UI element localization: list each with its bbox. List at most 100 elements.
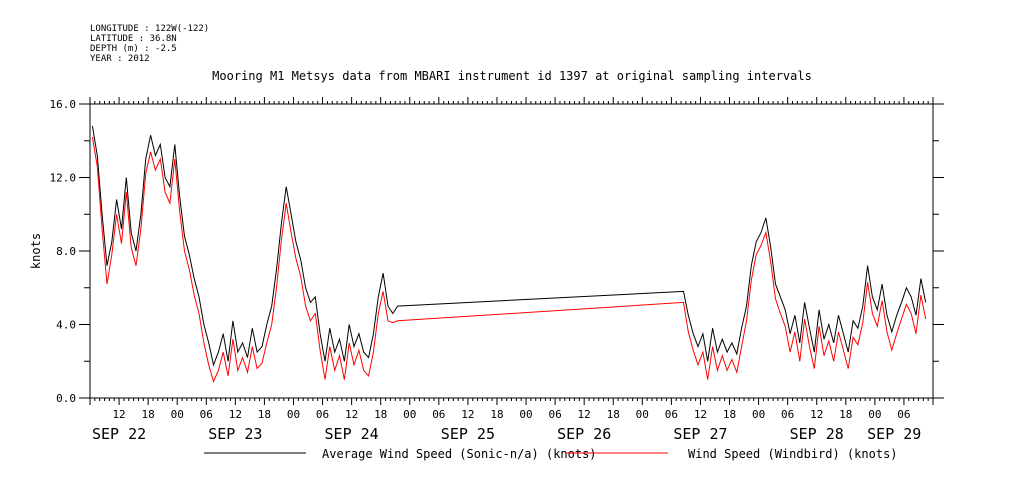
data-point [871,312,873,314]
data-point [106,283,108,285]
data-point [338,355,340,357]
data-point [348,342,350,344]
x-tick-label: 12 [694,408,707,421]
data-point [682,301,684,303]
x-tick-label: 12 [112,408,125,421]
x-tick-label: 06 [316,408,329,421]
data-point [154,169,156,171]
data-point [270,323,272,325]
data-point [721,355,723,357]
data-point [891,331,893,333]
x-tick-label: 12 [461,408,474,421]
data-point [813,367,815,369]
data-point [682,290,684,292]
data-point [920,294,922,296]
data-point [828,340,830,342]
x-tick-label: 12 [345,408,358,421]
data-point [779,296,781,298]
x-axis: 12 18 00 06 12 18 00 06 12 18 00 06 12 18 00 06 12 18 00 06… [89,97,934,443]
x-tick-label: 06 [897,408,910,421]
data-point [367,356,369,358]
data-point [731,358,733,360]
data-point [115,198,117,200]
legend-label-windbird: Wind Speed (Windbird) (knots) [688,447,898,461]
data-point [745,320,747,322]
data-point [246,356,248,358]
data-point [837,331,839,333]
data-point [813,351,815,353]
data-point [707,378,709,380]
data-point [721,338,723,340]
data-point [207,364,209,366]
data-point [750,265,752,267]
data-point [925,301,927,303]
data-point [891,349,893,351]
data-point [799,360,801,362]
data-point [348,323,350,325]
data-point [314,312,316,314]
data-point [823,338,825,340]
data-point [217,351,219,353]
x-tick-label: 00 [287,408,300,421]
data-point [319,332,321,334]
data-point [702,332,704,334]
data-point [300,259,302,261]
data-point [246,371,248,373]
data-point [169,185,171,187]
data-point [164,191,166,193]
data-point [125,176,127,178]
data-point [275,268,277,270]
data-point [857,344,859,346]
latitude-text: LATITUDE : 36.8N [90,34,177,44]
data-point [295,241,297,243]
data-point [280,239,282,241]
data-point [256,367,258,369]
data-point [377,296,379,298]
data-point [353,345,355,347]
data-point [765,217,767,219]
data-point [290,231,292,233]
data-point [251,327,253,329]
data-point [304,287,306,289]
data-point [212,380,214,382]
data-point [789,332,791,334]
data-point [135,265,137,267]
data-point [309,301,311,303]
data-point [789,351,791,353]
series-layer [91,126,927,383]
data-point [319,349,321,351]
x-tick-label: 12 [578,408,591,421]
data-point [852,336,854,338]
data-point [799,342,801,344]
data-point [149,151,151,153]
data-point [828,323,830,325]
data-point [188,268,190,270]
data-point [329,327,331,329]
data-point [895,332,897,334]
data-point [174,143,176,145]
data-point [784,309,786,311]
data-point [101,228,103,230]
data-point [711,327,713,329]
x-day-label: SEP 22 [92,425,146,443]
data-point [803,318,805,320]
series-line-1 [91,137,927,383]
data-point [697,345,699,347]
data-point [324,360,326,362]
data-point [881,283,883,285]
data-point [842,349,844,351]
data-point [876,325,878,327]
data-point [886,314,888,316]
x-tick-label: 00 [519,408,532,421]
data-point [823,355,825,357]
data-point [862,305,864,307]
y-axis-label: knots [29,233,43,269]
y-tick-label: 12.0 [50,172,77,185]
data-point [174,158,176,160]
data-point [895,314,897,316]
data-point [779,312,781,314]
data-point [808,345,810,347]
data-point [832,360,834,362]
data-point [140,228,142,230]
